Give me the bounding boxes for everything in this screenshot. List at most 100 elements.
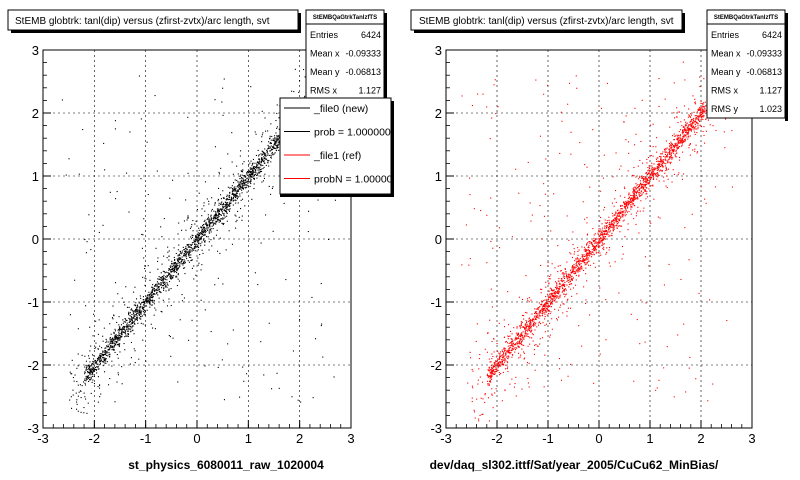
left-scatter-point	[91, 371, 93, 373]
left-scatter-point	[249, 162, 251, 164]
left-scatter-point	[261, 153, 263, 155]
left-scatter-point	[250, 179, 252, 181]
right-scatter-point	[574, 273, 576, 275]
left-scatter-point	[117, 372, 119, 374]
left-scatter-point	[89, 379, 91, 381]
right-scatter-point	[665, 185, 667, 187]
right-scatter-point	[683, 140, 685, 142]
left-scatter-point	[293, 91, 295, 93]
left-scatter-point	[89, 365, 91, 367]
right-scatter-point	[524, 328, 526, 330]
left-scatter-point	[132, 317, 134, 319]
left-scatter-point	[91, 369, 93, 371]
right-scatter-point	[525, 326, 527, 328]
right-scatter-point	[565, 272, 567, 274]
left-scatter-point	[270, 155, 272, 157]
left-scatter-point	[142, 299, 144, 301]
right-scatter-point	[600, 238, 602, 240]
left-scatter-point	[232, 329, 234, 331]
right-scatter-point	[514, 339, 516, 341]
right-scatter-point	[679, 156, 681, 158]
right-scatter-point	[550, 311, 552, 313]
right-scatter-point	[605, 225, 607, 227]
left-scatter-point	[236, 219, 238, 221]
left-scatter-point	[249, 174, 251, 176]
left-scatter-point	[219, 220, 221, 222]
left-scatter-point	[242, 182, 244, 184]
left-scatter-point	[195, 220, 197, 222]
left-scatter-point	[184, 267, 186, 269]
right-scatter-point	[609, 235, 611, 237]
left-scatter-point	[138, 313, 140, 315]
right-scatter-point	[656, 160, 658, 162]
right-scatter-point	[600, 254, 602, 256]
left-scatter-point	[182, 259, 184, 261]
left-scatter-point	[276, 126, 278, 128]
right-scatter-point	[608, 227, 610, 229]
left-scatter-point	[100, 393, 102, 395]
left-scatter-point	[198, 242, 200, 244]
right-scatter-point	[591, 242, 593, 244]
right-scatter-point	[644, 180, 646, 182]
right-scatter-point	[543, 93, 545, 95]
left-scatter-point	[190, 257, 192, 259]
right-scatter-point	[677, 142, 679, 144]
left-scatter-point	[193, 265, 195, 267]
left-scatter-point	[277, 146, 279, 148]
right-scatter-point	[632, 197, 634, 199]
left-scatter-point	[223, 197, 225, 199]
left-scatter-point	[320, 325, 322, 327]
left-scatter-point	[217, 220, 219, 222]
left-scatter-point	[175, 276, 177, 278]
left-scatter-point	[191, 224, 193, 226]
right-scatter-point	[641, 194, 643, 196]
left-scatter-point	[226, 212, 228, 214]
left-scatter-point	[243, 179, 245, 181]
right-scatter-point	[589, 264, 591, 266]
right-scatter-point	[627, 207, 629, 209]
left-scatter-point	[217, 218, 219, 220]
left-scatter-point	[190, 249, 192, 251]
right-scatter-point	[553, 297, 555, 299]
right-scatter-point	[549, 293, 551, 295]
left-scatter-point	[198, 227, 200, 229]
right-scatter-point	[543, 215, 545, 217]
right-scatter-point	[691, 126, 693, 128]
right-scatter-point	[605, 230, 607, 232]
right-scatter-point	[592, 228, 594, 230]
right-scatter-point	[611, 212, 613, 214]
right-scatter-point	[682, 137, 684, 139]
right-scatter-point	[669, 148, 671, 150]
right-scatter-point	[507, 335, 509, 337]
left-scatter-point	[206, 223, 208, 225]
left-scatter-point	[184, 254, 186, 256]
right-scatter-point	[677, 135, 679, 137]
left-scatter-point	[206, 228, 208, 230]
right-scatter-point	[581, 268, 583, 270]
left-scatter-point	[265, 158, 267, 160]
right-scatter-point	[639, 182, 641, 184]
left-scatter-point	[138, 358, 140, 360]
right-scatter-point	[693, 127, 695, 129]
left-scatter-point	[143, 311, 145, 313]
left-scatter-point	[95, 369, 97, 371]
left-scatter-point	[163, 271, 165, 273]
right-scatter-point	[606, 222, 608, 224]
left-scatter-point	[247, 177, 249, 179]
right-scatter-point	[674, 154, 676, 156]
right-scatter-point	[586, 257, 588, 259]
left-scatter-point	[156, 290, 158, 292]
left-scatter-point	[257, 161, 259, 163]
left-scatter-point	[149, 295, 151, 297]
right-scatter-point	[638, 189, 640, 191]
right-scatter-point	[585, 263, 587, 265]
left-scatter-point	[102, 361, 104, 363]
right-scatter-point	[608, 235, 610, 237]
right-scatter-point	[551, 328, 553, 330]
right-scatter-point	[604, 206, 606, 208]
left-scatter-point	[194, 243, 196, 245]
left-x-tick-label: 3	[347, 431, 354, 446]
left-scatter-point	[143, 301, 145, 303]
right-scatter-point	[530, 325, 532, 327]
right-scatter-point	[615, 218, 617, 220]
